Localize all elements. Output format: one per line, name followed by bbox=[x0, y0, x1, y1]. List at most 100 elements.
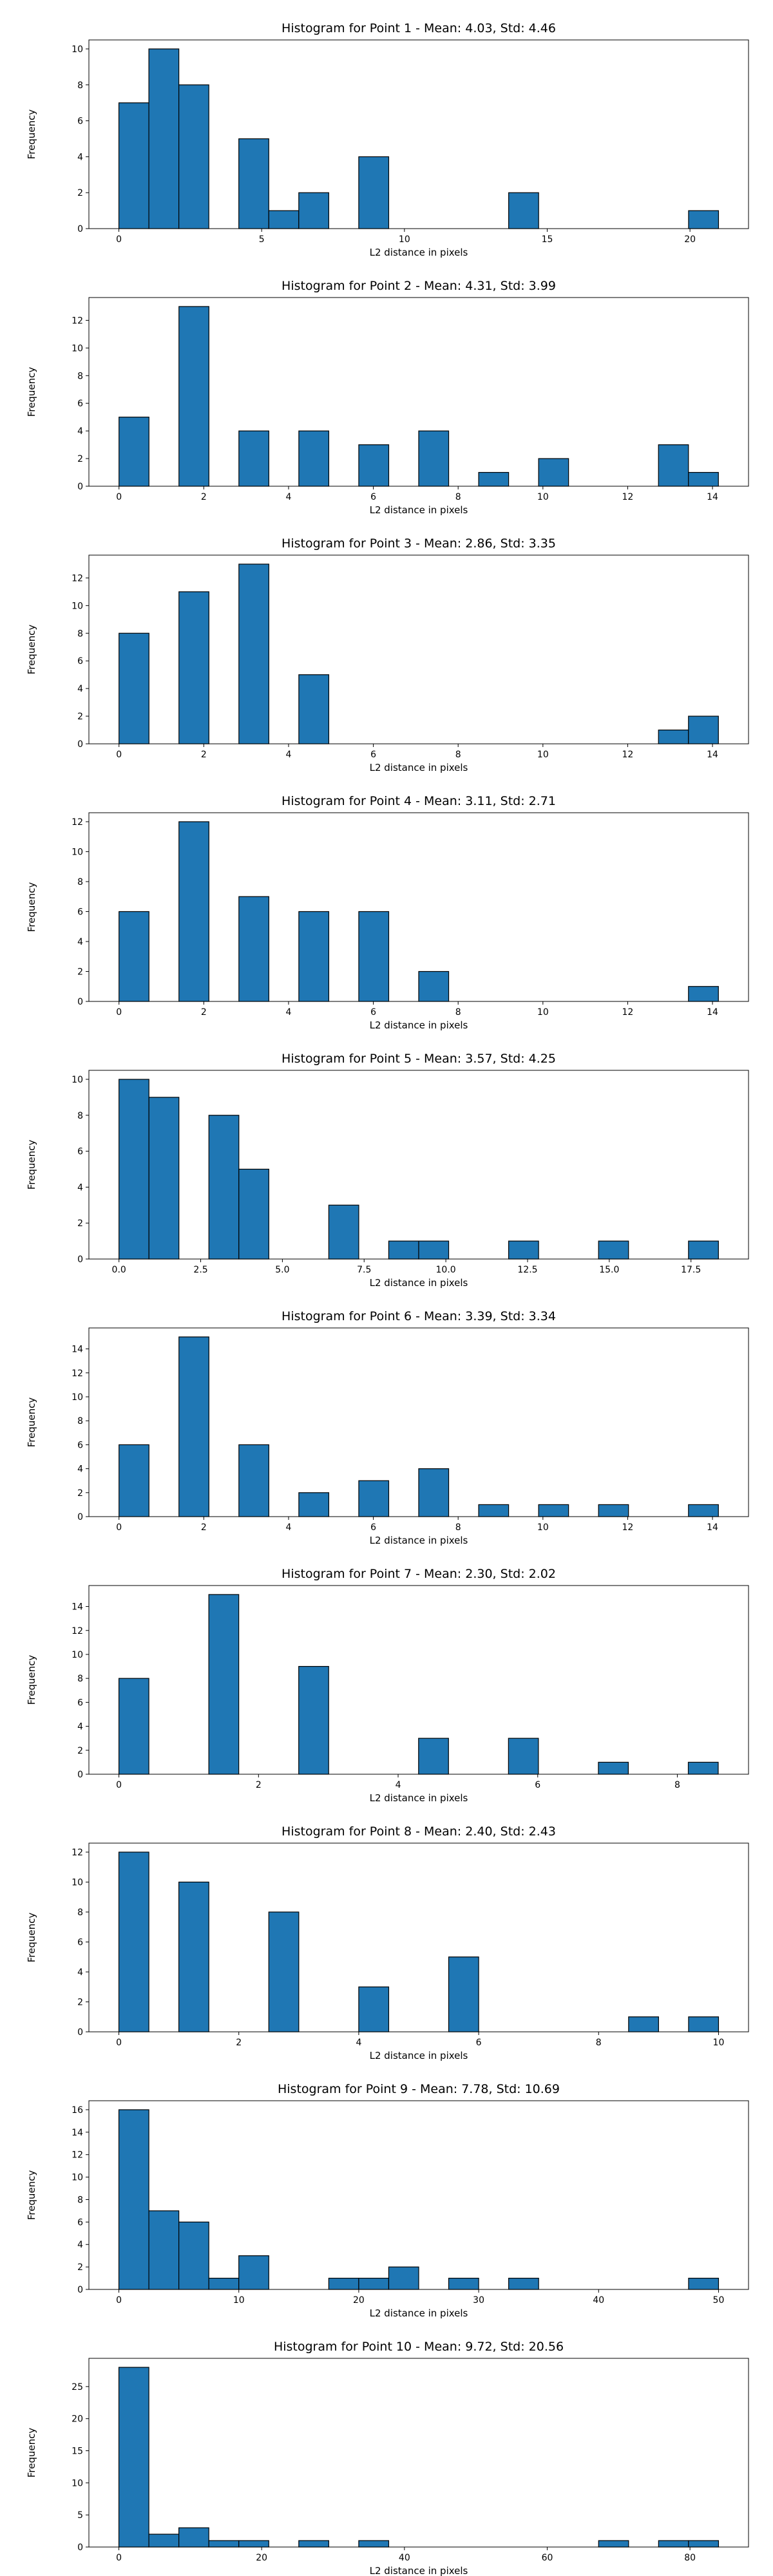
x-tick-label: 0 bbox=[116, 2553, 122, 2563]
y-axis-label: Frequency bbox=[26, 1140, 37, 1190]
x-axis-label: L2 distance in pixels bbox=[370, 1019, 468, 1030]
x-tick-label: 10 bbox=[233, 2295, 245, 2306]
histogram-bar bbox=[688, 210, 720, 229]
histogram-bar bbox=[628, 2016, 659, 2032]
x-tick-label: 8 bbox=[455, 1522, 461, 1533]
y-tick-label: 25 bbox=[72, 2382, 83, 2392]
y-tick-label: 4 bbox=[77, 937, 83, 947]
x-tick-label: 8 bbox=[455, 1007, 461, 1018]
x-tick-label: 5.0 bbox=[275, 1265, 289, 1275]
chart-title: Histogram for Point 4 - Mean: 3.11, Std:… bbox=[282, 794, 556, 808]
histogram-svg: Histogram for Point 9 - Mean: 7.78, Std:… bbox=[26, 2082, 749, 2318]
x-tick-label: 2 bbox=[201, 750, 207, 760]
x-tick-label: 6 bbox=[370, 492, 376, 502]
histogram-bar bbox=[148, 2533, 180, 2548]
axes-frame bbox=[88, 2358, 749, 2548]
y-tick-label: 10 bbox=[72, 1392, 83, 1403]
x-tick-label: 10 bbox=[537, 492, 549, 502]
x-tick-label: 4 bbox=[286, 1522, 292, 1533]
histogram-bar bbox=[118, 1852, 149, 2032]
y-tick-label: 10 bbox=[72, 343, 83, 354]
histogram-bar bbox=[358, 1986, 390, 2032]
histogram-bar bbox=[298, 1492, 330, 1517]
x-tick-label: 2 bbox=[201, 1007, 207, 1018]
y-tick-label: 6 bbox=[77, 907, 83, 917]
histogram-bar bbox=[118, 1678, 149, 1775]
chart-title: Histogram for Point 8 - Mean: 2.40, Std:… bbox=[282, 1824, 556, 1839]
y-tick-label: 12 bbox=[72, 1626, 83, 1636]
histogram-bar bbox=[418, 1468, 450, 1517]
x-tick-label: 4 bbox=[286, 1007, 292, 1018]
histogram-panel-3: Histogram for Point 3 - Mean: 2.86, Std:… bbox=[0, 515, 773, 773]
histogram-bar bbox=[178, 591, 209, 744]
x-tick-label: 14 bbox=[707, 1522, 718, 1533]
histogram-bar bbox=[118, 2367, 149, 2548]
histogram-svg: Histogram for Point 3 - Mean: 2.86, Std:… bbox=[26, 536, 749, 773]
histogram-bar bbox=[688, 2540, 720, 2548]
histogram-bar bbox=[598, 1240, 629, 1260]
histogram-bar bbox=[478, 471, 510, 487]
histogram-bar bbox=[388, 2266, 419, 2290]
x-tick-label: 0 bbox=[116, 1522, 122, 1533]
histogram-bar bbox=[598, 1761, 629, 1775]
x-tick-label: 10.0 bbox=[436, 1265, 456, 1275]
y-tick-label: 8 bbox=[77, 1674, 83, 1684]
y-tick-label: 0 bbox=[77, 1255, 83, 1265]
histogram-panel-10: Histogram for Point 10 - Mean: 9.72, Std… bbox=[0, 2318, 773, 2576]
x-tick-label: 0 bbox=[116, 1007, 122, 1018]
histogram-bar bbox=[298, 192, 329, 229]
histogram-panel-1: Histogram for Point 1 - Mean: 4.03, Std:… bbox=[0, 0, 773, 258]
y-axis-label: Frequency bbox=[26, 367, 37, 417]
x-axis-label: L2 distance in pixels bbox=[370, 2307, 468, 2318]
histogram-svg: Histogram for Point 10 - Mean: 9.72, Std… bbox=[26, 2340, 749, 2576]
histogram-bar bbox=[148, 2210, 180, 2290]
y-tick-label: 4 bbox=[77, 152, 83, 162]
y-tick-label: 2 bbox=[77, 454, 83, 464]
histogram-bar bbox=[448, 1956, 479, 2032]
histogram-bar bbox=[418, 971, 450, 1002]
x-tick-label: 40 bbox=[593, 2295, 604, 2306]
axes-frame bbox=[88, 1070, 749, 1260]
y-tick-label: 0 bbox=[77, 739, 83, 750]
y-tick-label: 10 bbox=[72, 847, 83, 857]
histogram-bar bbox=[328, 1204, 359, 1260]
x-tick-label: 2 bbox=[201, 1522, 207, 1533]
x-tick-label: 2 bbox=[201, 492, 207, 502]
histogram-bar bbox=[178, 84, 209, 229]
x-tick-label: 6 bbox=[476, 2038, 482, 2048]
x-axis-label: L2 distance in pixels bbox=[370, 1277, 468, 1288]
y-tick-label: 6 bbox=[77, 2217, 83, 2228]
x-tick-label: 10 bbox=[537, 750, 549, 760]
histogram-bar bbox=[148, 48, 180, 229]
y-tick-label: 8 bbox=[77, 1111, 83, 1121]
x-tick-label: 0 bbox=[116, 2295, 122, 2306]
x-tick-label: 4 bbox=[286, 492, 292, 502]
histogram-svg: Histogram for Point 8 - Mean: 2.40, Std:… bbox=[26, 1824, 749, 2061]
y-tick-label: 4 bbox=[77, 1182, 83, 1193]
x-tick-label: 10 bbox=[537, 1522, 549, 1533]
y-tick-label: 0 bbox=[77, 2285, 83, 2295]
histogram-bar bbox=[598, 1504, 629, 1517]
histogram-bar bbox=[658, 2540, 689, 2548]
histogram-bar bbox=[508, 1738, 539, 1775]
histogram-bar bbox=[119, 417, 149, 487]
histogram-bar bbox=[238, 138, 269, 229]
histogram-bar bbox=[238, 564, 269, 744]
axes-frame bbox=[88, 1842, 749, 2032]
y-tick-label: 6 bbox=[77, 1698, 83, 1708]
y-tick-label: 8 bbox=[77, 2195, 83, 2205]
x-tick-label: 8 bbox=[674, 1780, 680, 1790]
histogram-bar bbox=[688, 471, 719, 487]
histogram-bar bbox=[238, 896, 269, 1002]
histogram-bar bbox=[119, 1444, 149, 1517]
histogram-bar bbox=[208, 1115, 240, 1260]
x-tick-label: 6 bbox=[535, 1780, 540, 1790]
y-tick-label: 8 bbox=[77, 1416, 83, 1426]
axes-frame bbox=[88, 39, 749, 229]
y-tick-label: 8 bbox=[77, 1908, 83, 1918]
y-tick-label: 0 bbox=[77, 997, 83, 1007]
y-tick-label: 2 bbox=[77, 1218, 83, 1229]
axes-frame bbox=[88, 812, 749, 1002]
x-tick-label: 14 bbox=[707, 1007, 718, 1018]
